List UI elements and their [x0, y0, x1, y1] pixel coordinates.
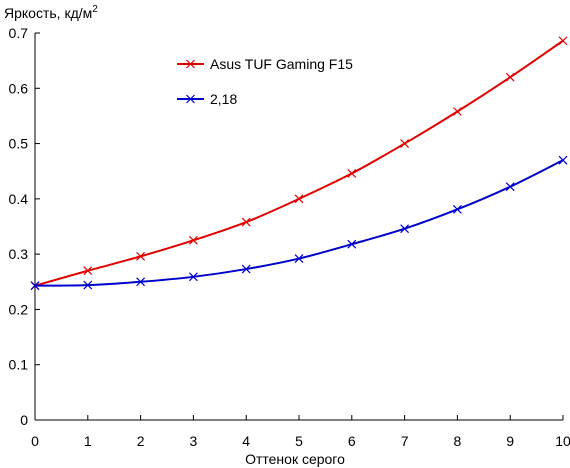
- series-0-point: [188, 235, 198, 245]
- y-tick-label: 0.3: [9, 246, 29, 262]
- series-1-point: [347, 239, 357, 249]
- series-0-point: [505, 72, 515, 82]
- series-0-point: [136, 251, 146, 261]
- series-0-point: [452, 107, 462, 116]
- series-1-point: [505, 182, 515, 192]
- series-line-1: [34, 159, 564, 287]
- x-tick-label: 3: [190, 433, 198, 449]
- series-1-point: [188, 272, 198, 282]
- legend-label: Asus TUF Gaming F15: [210, 56, 353, 72]
- y-tick-label: 0.6: [9, 80, 29, 96]
- y-axis-label-text: Яркость, кд/м: [4, 5, 92, 21]
- y-tick-label: 0.2: [9, 301, 29, 317]
- series-0-point: [400, 139, 410, 148]
- series-1-point: [83, 280, 93, 290]
- legend-swatch-marker: [186, 94, 195, 104]
- y-tick-label: 0.5: [9, 136, 29, 152]
- x-tick-label: 2: [137, 433, 145, 449]
- y-tick-label: 0.1: [9, 357, 29, 373]
- series-1-point: [452, 204, 462, 214]
- x-tick-label: 4: [242, 433, 250, 449]
- series-0-point: [347, 169, 357, 178]
- x-tick-label: 9: [506, 433, 514, 449]
- x-tick-label: 8: [454, 433, 462, 449]
- y-tick-label: 0: [20, 412, 28, 428]
- x-tick-label: 7: [401, 433, 409, 449]
- series-1-point: [30, 281, 40, 291]
- series-1-point: [558, 155, 568, 165]
- series-0-point: [241, 217, 251, 227]
- legend-item: 2,18: [177, 91, 237, 107]
- series-1-point: [400, 224, 410, 234]
- y-tick-label: 0.7: [9, 25, 29, 41]
- x-tick-label: 1: [84, 433, 92, 449]
- y-ticks: 0 0.1 0.2 0.3 0.4 0.5 0.6 0.7: [9, 25, 40, 428]
- x-ticks: 0 1 2 3 4 5 6 7 8 9 10: [31, 415, 570, 449]
- axes: [34, 33, 563, 421]
- series: [30, 36, 568, 291]
- x-tick-label: 10: [555, 433, 570, 449]
- y-axis-label-superscript: 2: [92, 4, 98, 15]
- legend-swatch-marker: [186, 59, 195, 69]
- series-1-point: [241, 264, 251, 274]
- x-tick-label: 6: [348, 433, 356, 449]
- y-axis-label: Яркость, кд/м2: [4, 4, 98, 21]
- y-tick-label: 0.4: [9, 191, 29, 207]
- legend-item: Asus TUF Gaming F15: [177, 56, 353, 72]
- series-0-point: [83, 266, 93, 276]
- x-tick-label: 5: [295, 433, 303, 449]
- series-0-point: [294, 194, 304, 204]
- series-0-point: [558, 36, 568, 46]
- x-axis-label: Оттенок серого: [245, 451, 345, 467]
- series-1-point: [294, 254, 304, 263]
- series-line-0: [34, 39, 564, 287]
- legend: Asus TUF Gaming F15 2,18: [177, 56, 353, 107]
- legend-label: 2,18: [210, 91, 237, 107]
- series-1-point: [136, 277, 146, 287]
- x-tick-label: 0: [31, 433, 39, 449]
